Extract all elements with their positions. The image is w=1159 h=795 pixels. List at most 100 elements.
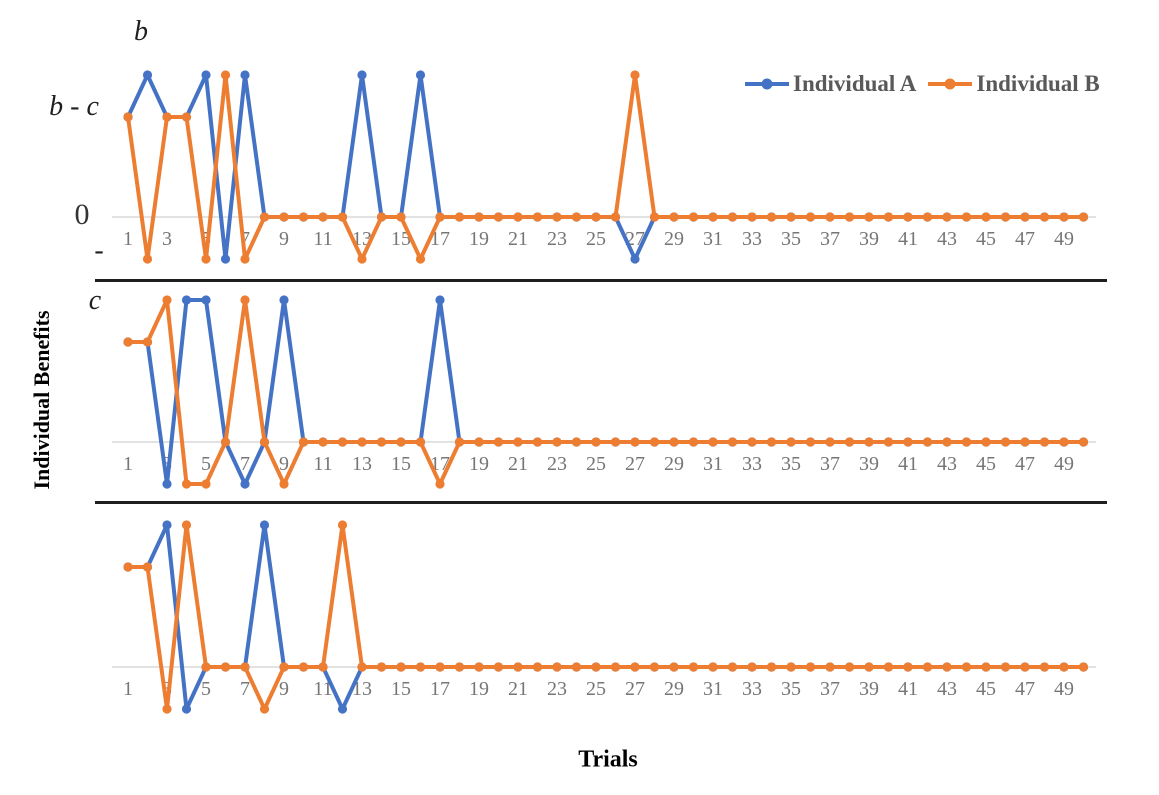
data-point [1020, 437, 1030, 447]
data-point [279, 662, 289, 672]
data-point [1059, 437, 1069, 447]
data-point [883, 437, 894, 447]
x-tick-label: 11 [313, 228, 332, 250]
legend-marker-individual-a-icon [745, 78, 789, 90]
data-point [142, 254, 153, 264]
data-point [688, 212, 699, 222]
x-tick-label: 21 [508, 228, 528, 250]
data-point [864, 662, 874, 672]
legend-label-individual-a: Individual A [793, 71, 917, 96]
data-point [942, 212, 952, 222]
x-tick-label: 11 [313, 453, 332, 475]
data-point [493, 437, 504, 447]
x-tick-label: 3 [162, 228, 172, 250]
data-point [844, 437, 855, 447]
data-point [727, 437, 738, 447]
data-point [766, 212, 777, 222]
x-tick-label: 35 [781, 678, 801, 700]
data-point [903, 437, 913, 447]
data-point [961, 662, 972, 672]
panel-2-individual-b-markers [123, 295, 1089, 489]
x-tick-label: 7 [240, 228, 250, 250]
x-tick-label: 19 [469, 453, 489, 475]
x-tick-label: 23 [547, 678, 567, 700]
x-tick-label: 15 [391, 228, 411, 250]
x-tick-label: 1 [123, 453, 133, 475]
data-point [259, 437, 270, 447]
data-point [1000, 662, 1011, 672]
y-level-label-c: c [88, 285, 102, 316]
data-point [688, 662, 699, 672]
data-point [649, 662, 660, 672]
x-tick-label: 27 [625, 453, 645, 475]
x-tick-label: 41 [898, 453, 918, 475]
y-level-label-minus: - [94, 235, 104, 266]
x-tick-label: 27 [625, 678, 645, 700]
data-point [201, 254, 211, 264]
data-point [630, 70, 640, 80]
x-tick-label: 25 [586, 453, 606, 475]
data-point [357, 254, 367, 264]
data-point [279, 212, 289, 222]
data-point [415, 437, 426, 447]
data-point [181, 479, 192, 489]
data-point [357, 662, 367, 672]
data-point [786, 662, 796, 672]
x-tick-label: 43 [937, 228, 957, 250]
data-point [162, 479, 172, 489]
data-point [532, 437, 543, 447]
data-point [1000, 437, 1011, 447]
data-point [415, 662, 426, 672]
data-point [805, 437, 816, 447]
x-tick-label: 17 [430, 228, 450, 250]
data-point [708, 212, 718, 222]
x-tick-label: 7 [240, 678, 250, 700]
y-level-label-b-minus-c: b - c [49, 91, 99, 122]
legend-item-individual-b: Individual B [928, 71, 1100, 97]
legend-label-individual-b: Individual B [976, 71, 1100, 96]
data-point [552, 212, 562, 222]
x-tick-label: 11 [313, 678, 332, 700]
data-point [181, 112, 192, 122]
data-point [162, 295, 172, 305]
x-tick-label: 19 [469, 678, 489, 700]
x-tick-label: 39 [859, 453, 879, 475]
x-tick-label: 23 [547, 228, 567, 250]
x-tick-label: 19 [469, 228, 489, 250]
data-point [727, 212, 738, 222]
data-point [766, 662, 777, 672]
data-point [201, 70, 211, 80]
data-point [376, 437, 387, 447]
data-point [142, 337, 153, 347]
data-point [220, 662, 231, 672]
panel-1-individual-b-markers [123, 70, 1089, 264]
data-point [201, 295, 211, 305]
data-point [747, 437, 757, 447]
data-point [747, 212, 757, 222]
data-point [1000, 212, 1011, 222]
data-point [610, 212, 621, 222]
data-point [376, 662, 387, 672]
x-tick-label: 39 [859, 678, 879, 700]
data-point [708, 662, 718, 672]
data-point [864, 437, 874, 447]
legend-item-individual-a: Individual A [745, 71, 916, 97]
data-point [220, 254, 231, 264]
data-point [669, 437, 679, 447]
data-point [1020, 212, 1030, 222]
x-tick-label: 35 [781, 228, 801, 250]
x-tick-label: 1 [123, 228, 133, 250]
data-point [961, 212, 972, 222]
x-tick-label: 17 [430, 678, 450, 700]
data-point [357, 70, 367, 80]
data-point [591, 662, 601, 672]
data-point [435, 662, 445, 672]
data-point [240, 295, 250, 305]
data-point [649, 212, 660, 222]
data-point [415, 70, 426, 80]
data-point [805, 662, 816, 672]
data-point [337, 212, 348, 222]
data-point [766, 437, 777, 447]
data-point [844, 662, 855, 672]
